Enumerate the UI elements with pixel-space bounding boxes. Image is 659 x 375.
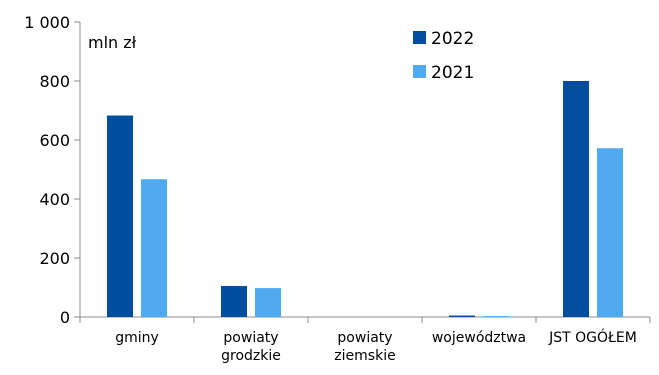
y-tick-label: 800 [39,72,70,91]
unit-label: mln zł [88,33,137,52]
x-category-label: gminy [115,330,159,346]
y-tick-label: 600 [39,131,70,150]
legend: 2022 2021 [413,29,474,83]
bar-2021 [141,179,167,317]
x-category-label: ziemskie [334,348,395,364]
bar-2022 [107,115,133,317]
axes [74,21,651,323]
bar-2021 [597,148,623,317]
legend-swatch-2022 [413,31,426,44]
y-tick-label: 0 [60,308,70,327]
x-category-label: powiaty [223,330,278,346]
bars [107,81,623,317]
y-tick-label: 1 000 [24,13,70,32]
legend-swatch-2021 [413,65,426,78]
bar-2022 [221,286,247,317]
y-tick-label: 200 [39,249,70,268]
x-category-label: powiaty [337,330,392,346]
x-category-label: województwa [432,330,526,346]
legend-label-2021: 2021 [431,63,474,83]
bar-2022 [563,81,589,317]
bar-2021 [483,316,509,317]
labels: 1 000 800 600 400 200 0 gminy powiaty grodzkie po… [24,13,637,364]
y-tick-label: 400 [39,190,70,209]
bar-2021 [255,288,281,317]
legend-label-2022: 2022 [431,29,474,49]
x-category-label: JST OGÓŁEM [548,328,637,346]
x-category-label: grodzkie [221,348,281,364]
bar-2022 [449,315,475,317]
